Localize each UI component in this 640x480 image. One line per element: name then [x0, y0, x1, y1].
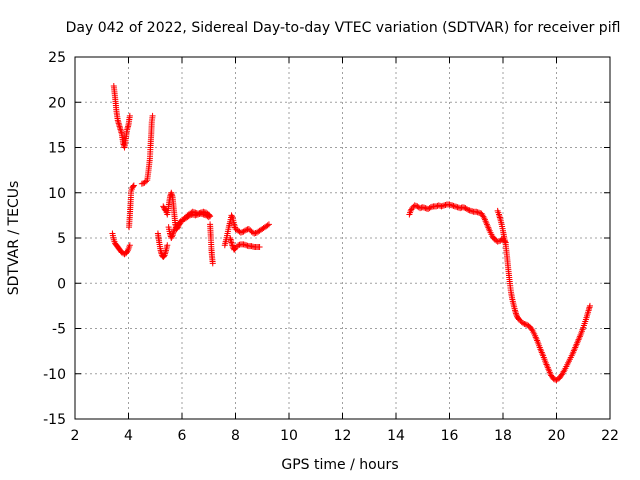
x-tick-label: 22 [601, 428, 619, 444]
chart-title: Day 042 of 2022, Sidereal Day-to-day VTE… [66, 20, 621, 36]
data-point-marker [141, 179, 148, 186]
data-point-marker [228, 212, 235, 219]
data-point-marker [232, 244, 239, 251]
x-tick-label: 20 [548, 428, 566, 444]
data-point-marker [130, 182, 137, 189]
y-ticks: -15 -10 -5 0 5 10 15 20 25 [43, 50, 610, 428]
grid [75, 57, 610, 419]
data-point-marker [142, 178, 149, 185]
data-point-marker [185, 213, 192, 220]
x-tick-label: 18 [494, 428, 512, 444]
data-point-marker [205, 214, 212, 221]
data-point-marker [520, 320, 527, 327]
y-tick-label: 20 [48, 95, 66, 111]
data-point-marker [124, 248, 131, 255]
x-tick-label: 10 [280, 428, 298, 444]
y-tick-label: 25 [48, 50, 66, 66]
data-point-marker [164, 242, 171, 249]
y-tick-label: 5 [57, 231, 66, 247]
data-point-marker [256, 244, 263, 251]
data-points [109, 82, 593, 384]
data-point-marker [264, 222, 271, 229]
data-point-marker [426, 205, 433, 212]
data-point-marker [130, 183, 137, 190]
data-point-marker [586, 302, 593, 309]
data-point-marker [124, 247, 131, 254]
data-point-marker [516, 316, 523, 323]
x-tick-label: 14 [387, 428, 405, 444]
x-ticks: 2 4 6 8 10 12 14 16 18 20 22 [71, 57, 619, 444]
data-point-marker [176, 219, 183, 226]
data-point-marker [265, 221, 272, 228]
data-point-marker [204, 213, 211, 220]
x-tick-label: 12 [334, 428, 352, 444]
y-tick-label: 15 [48, 141, 66, 157]
x-tick-label: 2 [71, 428, 80, 444]
data-point-marker [409, 205, 416, 212]
data-point-marker [209, 260, 216, 267]
data-point-marker [513, 311, 520, 318]
x-tick-label: 16 [441, 428, 459, 444]
data-point-marker [160, 203, 167, 210]
data-point-marker [149, 112, 156, 119]
data-point-marker [229, 213, 236, 220]
data-point-marker [126, 242, 133, 249]
y-axis-label: SDTVAR / TECUs [6, 181, 22, 296]
data-point-marker [126, 112, 133, 119]
y-tick-label: 10 [48, 186, 66, 202]
data-point-marker [245, 225, 252, 232]
y-tick-label: -15 [43, 412, 66, 428]
data-point-marker [407, 207, 414, 214]
y-tick-label: -5 [52, 322, 66, 338]
x-axis-label: GPS time / hours [281, 457, 398, 473]
data-point-marker [528, 326, 535, 333]
x-tick-label: 6 [178, 428, 187, 444]
data-point-marker [241, 227, 248, 234]
data-point-marker [463, 206, 470, 213]
y-tick-label: -10 [43, 367, 66, 383]
y-tick-label: 0 [57, 276, 66, 292]
data-point-marker [168, 233, 175, 240]
x-tick-label: 8 [231, 428, 240, 444]
x-tick-label: 4 [124, 428, 133, 444]
data-point-marker [168, 235, 175, 241]
